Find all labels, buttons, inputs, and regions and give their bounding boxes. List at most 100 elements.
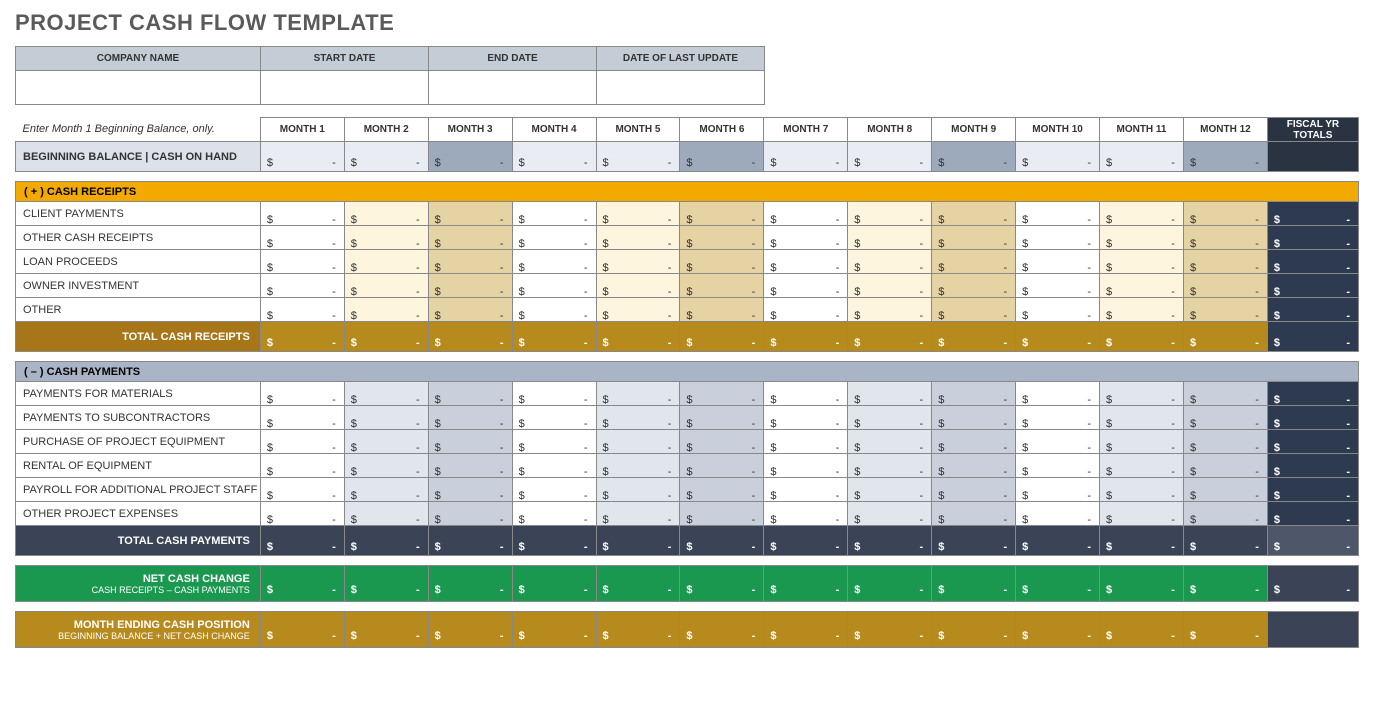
value-cell[interactable]: $- bbox=[260, 566, 344, 602]
value-cell[interactable]: $- bbox=[428, 612, 512, 648]
value-cell[interactable]: $- bbox=[512, 526, 596, 556]
value-cell[interactable]: $- bbox=[1016, 502, 1100, 526]
info-input[interactable] bbox=[429, 71, 597, 105]
value-cell[interactable]: $- bbox=[764, 382, 848, 406]
value-cell[interactable]: $- bbox=[512, 502, 596, 526]
value-cell[interactable]: $- bbox=[1267, 298, 1358, 322]
value-cell[interactable]: $- bbox=[848, 478, 932, 502]
value-cell[interactable]: $- bbox=[1183, 226, 1267, 250]
value-cell[interactable]: $- bbox=[596, 612, 680, 648]
value-cell[interactable]: $- bbox=[596, 454, 680, 478]
value-cell[interactable]: $- bbox=[1267, 566, 1358, 602]
value-cell[interactable]: $- bbox=[1016, 226, 1100, 250]
value-cell[interactable]: $- bbox=[680, 250, 764, 274]
value-cell[interactable]: $- bbox=[512, 382, 596, 406]
value-cell[interactable]: $- bbox=[512, 298, 596, 322]
value-cell[interactable]: $- bbox=[512, 250, 596, 274]
value-cell[interactable]: $- bbox=[1267, 502, 1358, 526]
value-cell[interactable]: $- bbox=[680, 226, 764, 250]
value-cell[interactable]: $- bbox=[512, 142, 596, 172]
value-cell[interactable]: $- bbox=[344, 142, 428, 172]
value-cell[interactable]: $- bbox=[512, 430, 596, 454]
value-cell[interactable]: $- bbox=[344, 526, 428, 556]
value-cell[interactable]: $- bbox=[596, 526, 680, 556]
value-cell[interactable]: $- bbox=[932, 566, 1016, 602]
value-cell[interactable]: $- bbox=[596, 502, 680, 526]
value-cell[interactable]: $- bbox=[1267, 202, 1358, 226]
value-cell[interactable]: $- bbox=[932, 298, 1016, 322]
value-cell[interactable]: $- bbox=[512, 612, 596, 648]
value-cell[interactable]: $- bbox=[260, 478, 344, 502]
value-cell[interactable]: $- bbox=[1016, 430, 1100, 454]
value-cell[interactable]: $- bbox=[1016, 406, 1100, 430]
value-cell[interactable]: $- bbox=[512, 274, 596, 298]
value-cell[interactable]: $- bbox=[764, 406, 848, 430]
value-cell[interactable]: $- bbox=[764, 322, 848, 352]
value-cell[interactable]: $- bbox=[764, 142, 848, 172]
value-cell[interactable]: $- bbox=[428, 298, 512, 322]
value-cell[interactable]: $- bbox=[344, 250, 428, 274]
info-input[interactable] bbox=[597, 71, 765, 105]
value-cell[interactable]: $- bbox=[764, 202, 848, 226]
value-cell[interactable]: $- bbox=[848, 250, 932, 274]
value-cell[interactable]: $- bbox=[596, 274, 680, 298]
value-cell[interactable]: $- bbox=[680, 526, 764, 556]
value-cell[interactable]: $- bbox=[512, 322, 596, 352]
value-cell[interactable]: $- bbox=[344, 502, 428, 526]
value-cell[interactable]: $- bbox=[596, 202, 680, 226]
value-cell[interactable]: $- bbox=[848, 322, 932, 352]
value-cell[interactable]: $- bbox=[1100, 406, 1184, 430]
value-cell[interactable]: $- bbox=[764, 502, 848, 526]
value-cell[interactable]: $- bbox=[1183, 250, 1267, 274]
value-cell[interactable]: $- bbox=[260, 202, 344, 226]
value-cell[interactable]: $- bbox=[1183, 502, 1267, 526]
value-cell[interactable]: $- bbox=[1100, 566, 1184, 602]
info-input[interactable] bbox=[16, 71, 261, 105]
value-cell[interactable]: $- bbox=[344, 202, 428, 226]
value-cell[interactable]: $- bbox=[764, 430, 848, 454]
value-cell[interactable]: $- bbox=[848, 142, 932, 172]
value-cell[interactable]: $- bbox=[1183, 298, 1267, 322]
value-cell[interactable]: $- bbox=[428, 430, 512, 454]
value-cell[interactable]: $- bbox=[1016, 250, 1100, 274]
value-cell[interactable]: $- bbox=[932, 612, 1016, 648]
value-cell[interactable]: $- bbox=[1100, 202, 1184, 226]
value-cell[interactable]: $- bbox=[680, 274, 764, 298]
value-cell[interactable]: $- bbox=[1267, 478, 1358, 502]
value-cell[interactable]: $- bbox=[1267, 250, 1358, 274]
value-cell[interactable]: $- bbox=[1100, 454, 1184, 478]
value-cell[interactable]: $- bbox=[848, 566, 932, 602]
value-cell[interactable]: $- bbox=[1100, 322, 1184, 352]
value-cell[interactable]: $- bbox=[512, 478, 596, 502]
value-cell[interactable]: $- bbox=[848, 526, 932, 556]
value-cell[interactable]: $- bbox=[932, 202, 1016, 226]
value-cell[interactable]: $- bbox=[344, 566, 428, 602]
value-cell[interactable]: $- bbox=[596, 142, 680, 172]
value-cell[interactable]: $- bbox=[260, 382, 344, 406]
value-cell[interactable]: $- bbox=[596, 478, 680, 502]
value-cell[interactable]: $- bbox=[1183, 566, 1267, 602]
value-cell[interactable]: $- bbox=[596, 382, 680, 406]
value-cell[interactable]: $- bbox=[1016, 298, 1100, 322]
value-cell[interactable]: $- bbox=[260, 526, 344, 556]
value-cell[interactable]: $- bbox=[1267, 226, 1358, 250]
value-cell[interactable]: $- bbox=[596, 322, 680, 352]
value-cell[interactable]: $- bbox=[680, 142, 764, 172]
value-cell[interactable]: $- bbox=[680, 502, 764, 526]
value-cell[interactable]: $- bbox=[1100, 526, 1184, 556]
value-cell[interactable]: $- bbox=[428, 566, 512, 602]
value-cell[interactable]: $- bbox=[1100, 502, 1184, 526]
value-cell[interactable]: $- bbox=[764, 298, 848, 322]
value-cell[interactable]: $- bbox=[512, 406, 596, 430]
value-cell[interactable]: $- bbox=[344, 382, 428, 406]
value-cell[interactable]: $- bbox=[1183, 526, 1267, 556]
value-cell[interactable]: $- bbox=[428, 274, 512, 298]
value-cell[interactable]: $- bbox=[596, 430, 680, 454]
value-cell[interactable]: $- bbox=[848, 202, 932, 226]
value-cell[interactable]: $- bbox=[428, 202, 512, 226]
value-cell[interactable]: $- bbox=[1016, 202, 1100, 226]
value-cell[interactable]: $- bbox=[680, 612, 764, 648]
value-cell[interactable]: $- bbox=[344, 298, 428, 322]
value-cell[interactable]: $- bbox=[512, 566, 596, 602]
value-cell[interactable]: $- bbox=[1016, 566, 1100, 602]
